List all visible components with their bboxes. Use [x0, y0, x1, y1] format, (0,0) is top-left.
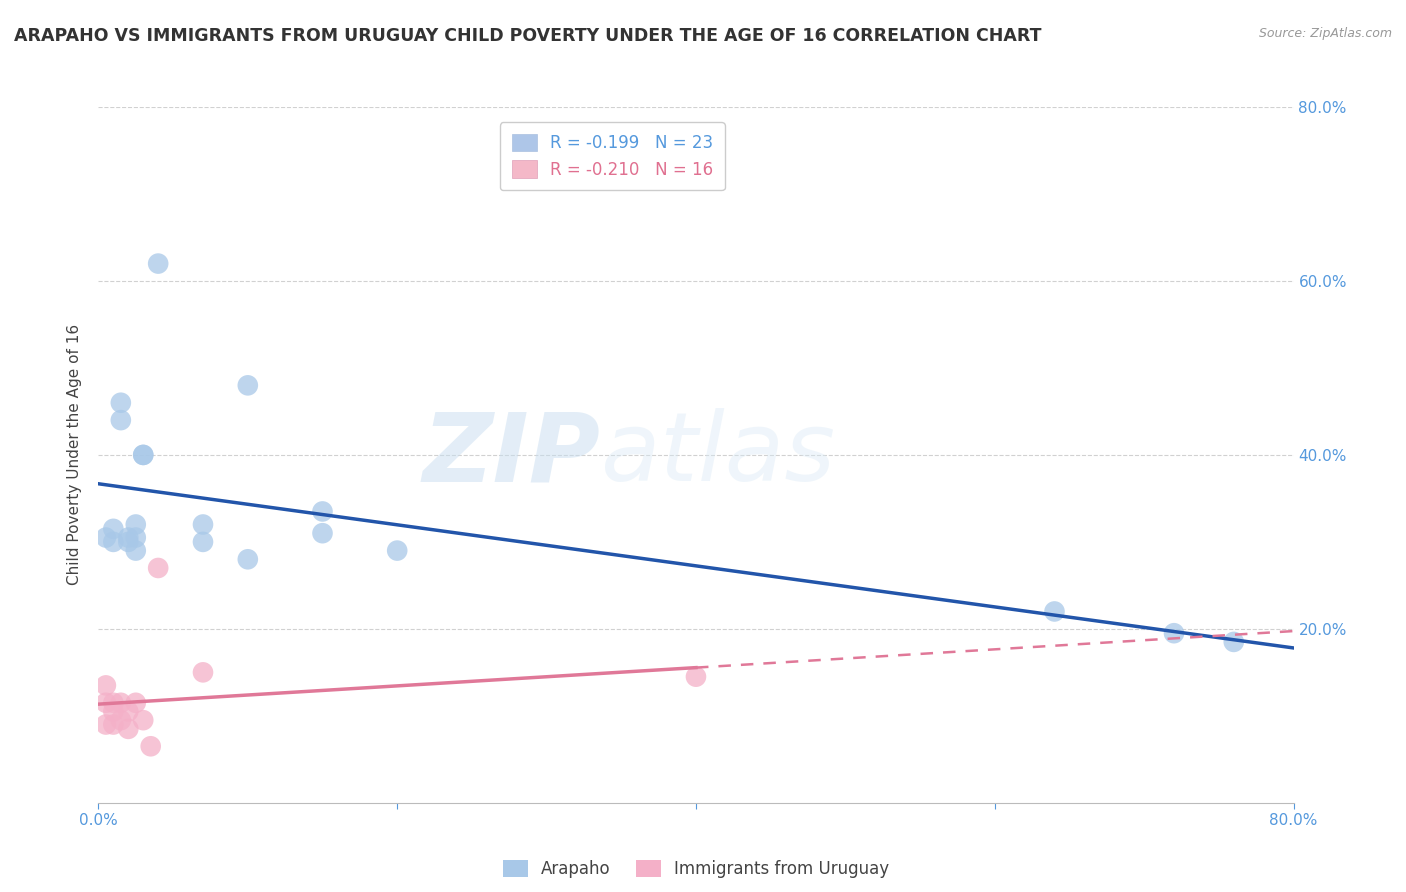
- Point: [125, 696, 148, 710]
- Point: [125, 531, 148, 545]
- Point: [110, 713, 132, 727]
- Point: [117, 705, 139, 719]
- Point: [94, 531, 117, 545]
- Point: [103, 534, 125, 549]
- Text: ZIP: ZIP: [422, 409, 600, 501]
- Point: [1223, 635, 1246, 649]
- Point: [125, 543, 148, 558]
- Point: [311, 526, 333, 541]
- Point: [94, 696, 117, 710]
- Point: [117, 722, 139, 736]
- Point: [236, 552, 259, 566]
- Point: [103, 696, 125, 710]
- Text: atlas: atlas: [600, 409, 835, 501]
- Point: [385, 543, 409, 558]
- Point: [1163, 626, 1185, 640]
- Point: [191, 534, 214, 549]
- Point: [94, 678, 117, 692]
- Point: [236, 378, 259, 392]
- Point: [103, 717, 125, 731]
- Point: [103, 705, 125, 719]
- Point: [139, 739, 162, 754]
- Point: [685, 670, 707, 684]
- Text: Source: ZipAtlas.com: Source: ZipAtlas.com: [1258, 27, 1392, 40]
- Point: [132, 448, 155, 462]
- Point: [1043, 605, 1066, 619]
- Point: [311, 504, 333, 518]
- Point: [103, 522, 125, 536]
- Point: [191, 665, 214, 680]
- Point: [110, 696, 132, 710]
- Point: [191, 517, 214, 532]
- Point: [132, 713, 155, 727]
- Point: [110, 413, 132, 427]
- Point: [148, 257, 170, 271]
- Y-axis label: Child Poverty Under the Age of 16: Child Poverty Under the Age of 16: [67, 325, 83, 585]
- Point: [132, 448, 155, 462]
- Point: [117, 531, 139, 545]
- Point: [110, 395, 132, 409]
- Point: [125, 517, 148, 532]
- Legend: Arapaho, Immigrants from Uruguay: Arapaho, Immigrants from Uruguay: [496, 854, 896, 885]
- Point: [94, 717, 117, 731]
- Text: ARAPAHO VS IMMIGRANTS FROM URUGUAY CHILD POVERTY UNDER THE AGE OF 16 CORRELATION: ARAPAHO VS IMMIGRANTS FROM URUGUAY CHILD…: [14, 27, 1042, 45]
- Point: [117, 534, 139, 549]
- Point: [148, 561, 170, 575]
